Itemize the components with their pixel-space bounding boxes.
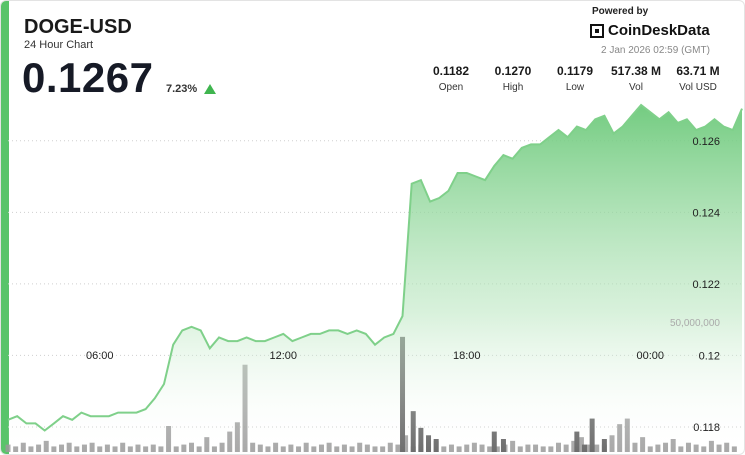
stat-label: Open <box>438 82 464 93</box>
stat-value: 517.38 M <box>610 64 662 78</box>
y-tick-label: 0.12 <box>699 350 720 362</box>
stat-value: 0.1179 <box>556 64 594 78</box>
chart-subtitle: 24 Hour Chart <box>24 39 94 51</box>
stat-value: 63.71 M <box>676 64 720 78</box>
x-tick-label: 18:00 <box>453 350 481 362</box>
stat-label: Vol <box>629 82 643 93</box>
powered-by: Powered by <box>592 6 649 17</box>
brand-name: CoinDeskData <box>608 22 710 39</box>
accent-bar <box>1 1 9 454</box>
x-tick-label: 00:00 <box>636 350 664 362</box>
pair-title: DOGE-USD <box>24 16 132 38</box>
stat-label: Low <box>565 82 585 93</box>
stat-label: Vol USD <box>679 82 717 93</box>
stat-vol: 517.38 M Vol <box>596 64 676 93</box>
y-tick-label: 0.126 <box>692 136 720 148</box>
stat-label: High <box>502 82 524 93</box>
price-change: 7.23% <box>166 83 198 95</box>
stat-low: 0.1179 Low <box>535 64 615 93</box>
current-price: 0.1267 <box>22 54 154 101</box>
coindesk-logo-icon <box>590 23 604 38</box>
y-tick-label: 0.124 <box>692 207 720 219</box>
x-tick-label: 06:00 <box>86 350 114 362</box>
price-area <box>8 105 742 452</box>
up-arrow-icon <box>204 84 216 94</box>
stat-high: 0.1270 High <box>473 64 553 93</box>
timestamp: 2 Jan 2026 02:59 (GMT) <box>601 45 710 56</box>
brand-logo[interactable]: CoinDeskData <box>590 22 710 39</box>
x-tick-label: 12:00 <box>269 350 297 362</box>
stat-value: 0.1270 <box>494 64 532 78</box>
stat-open: 0.1182 Open <box>411 64 491 93</box>
y-tick-label: 0.118 <box>693 422 720 434</box>
price-line <box>7 103 743 432</box>
stat-value: 0.1182 <box>432 64 470 78</box>
volume-scale-label: 50,000,000 <box>670 318 720 329</box>
y-tick-label: 0.122 <box>692 279 720 291</box>
stat-vol-usd: 63.71 M Vol USD <box>658 64 738 93</box>
